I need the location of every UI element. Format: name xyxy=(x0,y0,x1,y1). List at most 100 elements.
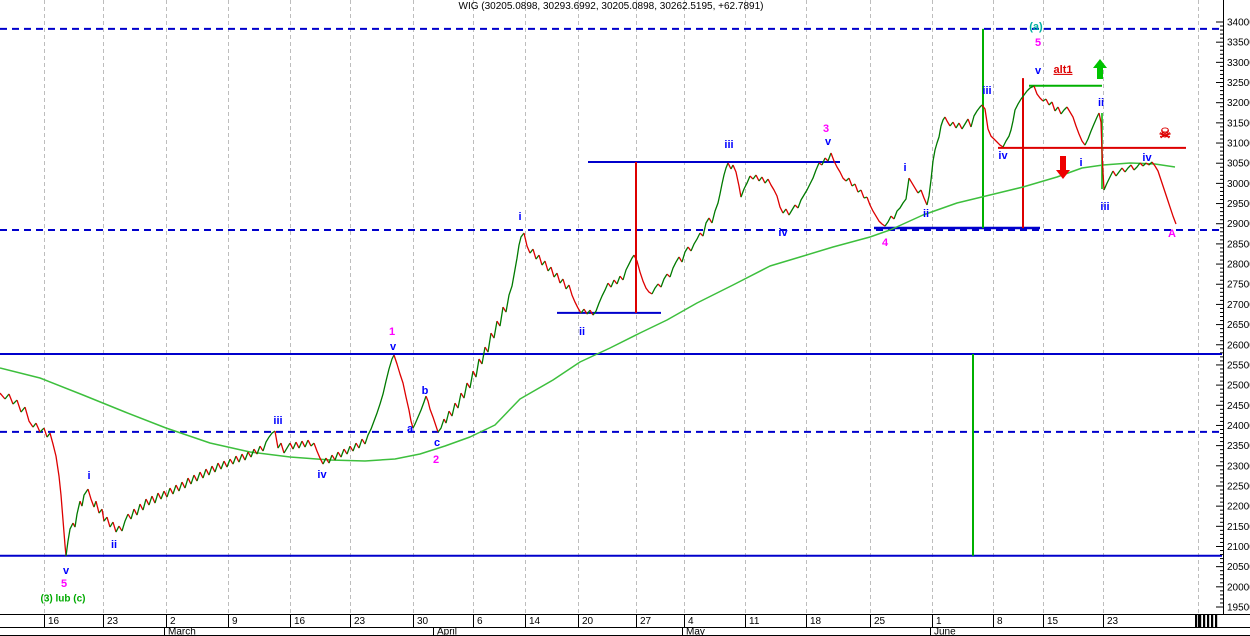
y-axis-label: 26000 xyxy=(1227,340,1250,351)
price-up-segment xyxy=(690,232,701,252)
price-down-segment xyxy=(633,254,653,295)
price-down-segment xyxy=(8,393,14,405)
wave-label: c xyxy=(434,437,440,449)
skull-icon: ☠ xyxy=(1159,125,1172,141)
wave-label: i xyxy=(518,211,521,223)
price-down-segment xyxy=(24,406,34,428)
price-up-segment xyxy=(764,178,769,184)
chart-plot-area[interactable] xyxy=(0,0,1222,614)
price-up-segment xyxy=(961,118,969,130)
price-up-segment xyxy=(1060,106,1068,115)
price-down-segment xyxy=(1151,161,1177,225)
price-down-segment xyxy=(95,500,100,514)
wave-label: iv xyxy=(778,227,788,239)
price-up-segment xyxy=(565,284,570,290)
price-up-segment xyxy=(20,406,26,413)
price-up-segment xyxy=(622,254,635,281)
y-axis-label: 26500 xyxy=(1227,320,1250,331)
price-up-segment xyxy=(298,440,303,449)
wave-label: v xyxy=(825,136,832,148)
price-up-segment xyxy=(172,484,177,495)
price-up-segment xyxy=(346,445,351,455)
wave-label: alt1 xyxy=(1054,64,1073,76)
price-up-segment xyxy=(553,272,558,278)
price-up-segment xyxy=(586,309,591,315)
compressed-tick-bars xyxy=(1203,615,1206,627)
price-down-segment xyxy=(944,116,951,127)
y-axis-label: 23500 xyxy=(1227,441,1250,452)
price-up-segment xyxy=(202,468,207,479)
chart-symbols: ☠ xyxy=(1159,125,1172,141)
price-up-segment xyxy=(457,392,462,409)
price-down-segment xyxy=(101,508,105,522)
price-down-segment xyxy=(1066,106,1086,146)
wave-label: iii xyxy=(1100,201,1109,213)
y-axis-label: 24500 xyxy=(1227,401,1250,412)
price-up-segment xyxy=(178,481,183,492)
price-down-segment xyxy=(181,481,186,489)
price-down-segment xyxy=(556,272,561,284)
price-line xyxy=(0,85,1177,557)
sell-signal-arrow-icon xyxy=(1060,156,1066,170)
price-down-segment xyxy=(175,484,180,492)
price-down-segment xyxy=(767,178,784,214)
price-up-segment xyxy=(1133,162,1141,171)
compressed-tick-bars xyxy=(1199,615,1202,627)
price-down-segment xyxy=(205,468,210,476)
y-axis-label: 32000 xyxy=(1227,98,1250,109)
price-up-segment xyxy=(65,522,74,557)
price-up-segment xyxy=(797,162,820,209)
price-down-segment xyxy=(425,395,439,433)
wave-label: ii xyxy=(579,326,585,338)
price-down-segment xyxy=(678,256,683,263)
price-down-segment xyxy=(583,308,588,315)
y-axis-label: 34000 xyxy=(1227,18,1250,29)
price-down-segment xyxy=(958,122,963,130)
price-down-segment xyxy=(217,462,222,470)
price-down-segment xyxy=(967,118,972,128)
price-down-segment xyxy=(313,442,324,465)
wave-label: b xyxy=(422,385,429,397)
wave-label: a xyxy=(407,423,414,435)
wave-label: v xyxy=(63,565,70,577)
wave-label: A xyxy=(1168,228,1176,240)
price-down-segment xyxy=(613,279,618,285)
price-down-segment xyxy=(562,278,567,290)
sell-signal-arrow-icon xyxy=(1056,170,1070,179)
price-up-segment xyxy=(610,279,615,288)
price-up-segment xyxy=(1148,161,1153,166)
y-axis-label: 25000 xyxy=(1227,381,1250,392)
price-up-segment xyxy=(32,422,37,428)
wave-label: iv xyxy=(1142,152,1152,164)
price-up-segment xyxy=(160,490,165,500)
month-label: April xyxy=(437,627,457,636)
price-up-segment xyxy=(505,232,525,313)
month-label: May xyxy=(686,627,705,636)
wave-labels: iiiiiiivvvabciiiiiiivviiiiiiivviiiiiiiv5… xyxy=(41,21,1177,605)
price-down-segment xyxy=(1045,98,1050,106)
price-down-segment xyxy=(307,439,312,447)
price-up-segment xyxy=(702,217,710,237)
x-tick-label: 16 xyxy=(48,616,60,627)
price-down-segment xyxy=(523,232,531,254)
y-axis-label: 33500 xyxy=(1227,38,1250,49)
price-down-segment xyxy=(550,266,555,278)
price-up-segment xyxy=(358,438,363,449)
price-down-segment xyxy=(1051,101,1056,112)
horizontal-annotation-lines xyxy=(0,27,1222,557)
price-down-segment xyxy=(43,427,48,438)
price-down-segment xyxy=(223,460,228,468)
y-axis-label: 31500 xyxy=(1227,118,1250,129)
x-tick-label: 6 xyxy=(477,616,483,627)
x-tick-label: 14 xyxy=(529,616,541,627)
month-label: March xyxy=(168,627,196,636)
price-down-segment xyxy=(199,471,204,479)
price-up-segment xyxy=(364,354,395,445)
y-axis-scale[interactable]: 19500 20000 20500 21000 21500 22000 22500 23000… xyxy=(1216,0,1250,614)
wave-label: v xyxy=(1035,65,1042,77)
price-down-segment xyxy=(118,525,123,532)
price-up-segment xyxy=(481,346,486,365)
price-up-segment xyxy=(469,370,474,389)
y-axis-label: 33000 xyxy=(1227,58,1250,69)
